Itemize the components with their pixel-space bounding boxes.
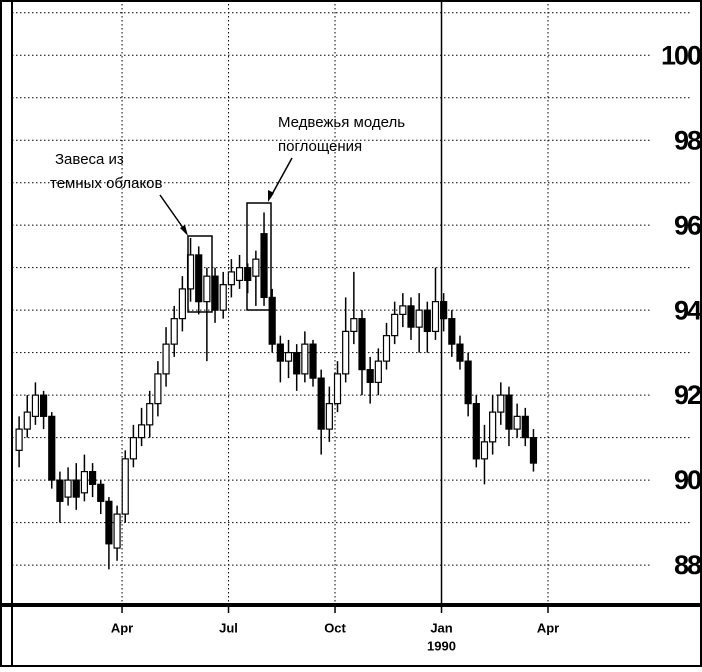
candle-body bbox=[154, 373, 162, 405]
candle-body bbox=[456, 343, 464, 362]
annotation-arrow bbox=[269, 157, 293, 199]
candle-body bbox=[464, 360, 472, 405]
candle-body bbox=[366, 369, 374, 383]
candle-body bbox=[252, 258, 260, 277]
y-tick-label: 94 bbox=[674, 295, 702, 325]
candle-body bbox=[23, 411, 31, 430]
candle-body bbox=[472, 403, 480, 460]
candle-body bbox=[521, 415, 529, 439]
candle-body bbox=[415, 309, 423, 328]
candle-body bbox=[317, 377, 325, 430]
candle-body bbox=[268, 296, 276, 345]
y-tick-label: 92 bbox=[674, 380, 701, 410]
candles bbox=[15, 212, 538, 570]
candle-body bbox=[399, 305, 407, 315]
candle-body bbox=[162, 343, 170, 375]
annotation-text: Медвежья модель bbox=[278, 114, 405, 131]
x-tick-label: Oct bbox=[324, 620, 346, 635]
candle-body bbox=[72, 479, 80, 498]
annotation-text: поглощения bbox=[278, 138, 362, 155]
candle-body bbox=[105, 500, 113, 545]
axes: 88 90 92 94 96 98 100 Apr Jul Oct Jan 1990 Apr bbox=[111, 40, 702, 653]
candle-body bbox=[382, 335, 391, 362]
candle-body bbox=[440, 301, 448, 320]
candle-body bbox=[325, 403, 333, 430]
candle-body bbox=[31, 394, 40, 417]
candle-body bbox=[489, 411, 497, 443]
x-tick-label: Jul bbox=[219, 620, 238, 635]
y-tick-label: 90 bbox=[674, 465, 701, 495]
candle-body bbox=[203, 275, 211, 303]
candle-body bbox=[529, 437, 538, 464]
candle-body bbox=[113, 513, 121, 549]
candle-body bbox=[350, 318, 358, 332]
candle-body bbox=[146, 403, 154, 426]
candle-body bbox=[505, 394, 513, 430]
annotation-text: темных облаков bbox=[50, 175, 163, 192]
candle-body bbox=[407, 305, 415, 328]
annotation: Завеса из темных облаков Медвежья модель… bbox=[50, 114, 405, 192]
candle-body bbox=[39, 394, 48, 417]
candle-body bbox=[374, 360, 382, 383]
x-tick-label: Jan bbox=[430, 620, 452, 635]
y-tick-label: 88 bbox=[674, 550, 702, 580]
arrow-head bbox=[268, 190, 274, 202]
candle-body bbox=[56, 479, 64, 502]
candle-body bbox=[333, 373, 342, 405]
arrow-head bbox=[180, 225, 188, 236]
candle-body bbox=[48, 415, 56, 481]
annotation-arrow bbox=[159, 194, 187, 233]
candle-body bbox=[129, 437, 138, 460]
candle-body bbox=[358, 318, 366, 371]
y-tick-label: 98 bbox=[674, 125, 702, 155]
candle-body bbox=[121, 458, 129, 515]
candle-body bbox=[309, 343, 317, 379]
candle-body bbox=[235, 267, 244, 282]
candle-body bbox=[88, 470, 97, 485]
candle-body bbox=[219, 284, 227, 311]
candle-body bbox=[497, 394, 505, 413]
y-tick-label: 100 bbox=[661, 40, 701, 70]
candle-body bbox=[431, 301, 440, 332]
candle-body bbox=[513, 415, 521, 430]
x-tick-label: Apr bbox=[537, 620, 559, 635]
year-label: 1990 bbox=[427, 638, 456, 653]
candle-body bbox=[284, 352, 293, 362]
candle-body bbox=[448, 318, 456, 345]
annotation-text: Завеса из bbox=[55, 151, 124, 168]
candle-body bbox=[227, 271, 235, 286]
highlight-box bbox=[187, 235, 213, 313]
candle-body bbox=[15, 428, 23, 451]
candle-body bbox=[195, 254, 203, 303]
candle-body bbox=[80, 470, 89, 494]
candle-body bbox=[211, 275, 219, 311]
candle-body bbox=[301, 343, 309, 375]
candle-body bbox=[480, 441, 489, 460]
candle-body bbox=[170, 318, 178, 345]
x-tick-label: Apr bbox=[111, 620, 133, 635]
candle-body bbox=[293, 352, 301, 375]
candle-body bbox=[342, 330, 350, 375]
candle-body bbox=[178, 288, 186, 320]
highlight-box bbox=[246, 202, 272, 311]
candle-body bbox=[64, 479, 72, 498]
y-tick-label: 96 bbox=[674, 210, 702, 240]
candle-body bbox=[391, 313, 399, 337]
candle-body bbox=[260, 233, 268, 299]
candle-body bbox=[97, 483, 105, 502]
candle-body bbox=[276, 343, 284, 362]
candle-body bbox=[137, 424, 146, 439]
candle-body bbox=[423, 309, 431, 332]
